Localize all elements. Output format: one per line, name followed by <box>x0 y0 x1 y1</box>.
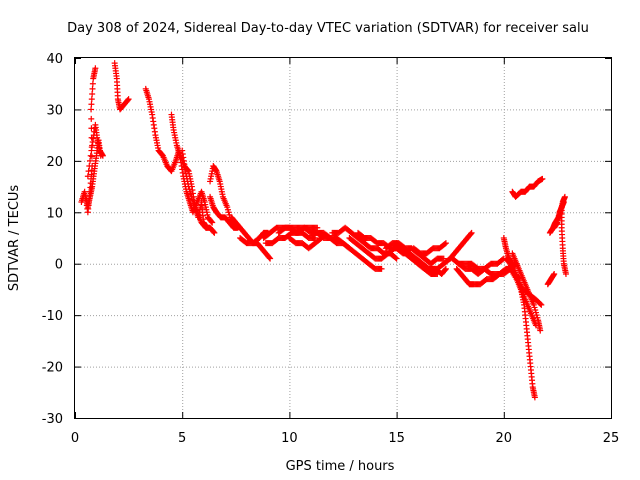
data-point <box>88 106 95 113</box>
data-points <box>78 60 569 401</box>
data-point <box>561 193 568 200</box>
x-tick-label: 20 <box>496 431 513 446</box>
data-point <box>442 266 449 273</box>
data-point <box>442 265 449 272</box>
data-point <box>442 240 449 247</box>
data-point <box>537 301 544 307</box>
x-tick-label: 5 <box>178 431 186 446</box>
data-point <box>538 301 545 308</box>
data-point <box>92 65 99 72</box>
data-point <box>537 327 544 334</box>
data-point <box>97 152 104 159</box>
data-point <box>531 394 538 401</box>
grid <box>75 58 611 418</box>
data-point <box>84 173 91 180</box>
data-point <box>210 229 217 235</box>
data-point <box>314 224 321 231</box>
data-point <box>208 218 215 225</box>
data-point <box>125 96 132 103</box>
data-point <box>88 147 95 154</box>
data-point <box>89 91 96 97</box>
y-tick-label: -10 <box>42 309 63 324</box>
data-point <box>266 254 273 261</box>
chart-title: Day 308 of 2024, Sidereal Day-to-day VTE… <box>67 21 589 36</box>
data-point <box>87 157 94 164</box>
data-point <box>209 219 216 226</box>
data-point <box>392 254 399 261</box>
y-tick-label: -30 <box>42 412 63 427</box>
y-tick-label: 40 <box>46 52 63 67</box>
x-axis-title: GPS time / hours <box>286 459 395 474</box>
data-point <box>85 168 92 175</box>
y-ticks: -30 -20 -10 0 10 20 30 40 <box>42 52 611 427</box>
x-tick-label: 10 <box>281 431 298 446</box>
y-tick-label: 0 <box>55 258 63 273</box>
data-point <box>89 80 96 87</box>
x-tick-label: 0 <box>71 431 79 446</box>
data-point <box>88 153 95 160</box>
data-point <box>440 255 447 262</box>
data-point <box>434 271 441 277</box>
data-point <box>124 97 131 103</box>
x-tick-label: 25 <box>603 431 620 446</box>
data-point <box>88 96 95 103</box>
x-ticks: 0 5 10 15 20 25 <box>71 58 619 446</box>
data-point <box>560 199 567 205</box>
data-point <box>378 265 385 272</box>
data-point <box>393 255 400 262</box>
data-point <box>88 101 95 108</box>
data-point <box>312 235 319 241</box>
data-point <box>562 271 569 277</box>
data-point <box>211 229 218 236</box>
data-point <box>89 85 96 92</box>
y-tick-label: 10 <box>46 206 63 221</box>
data-point <box>441 241 448 247</box>
data-point <box>88 115 95 122</box>
data-point <box>539 175 546 182</box>
data-point <box>467 230 474 237</box>
y-tick-label: 30 <box>46 103 63 118</box>
y-tick-label: -20 <box>42 361 63 376</box>
data-point <box>468 229 475 236</box>
x-tick-label: 15 <box>388 431 405 446</box>
data-point <box>267 255 274 262</box>
data-point <box>551 271 558 277</box>
plot-border <box>74 57 612 419</box>
data-point <box>87 152 94 159</box>
data-point <box>86 163 93 169</box>
y-tick-label: 20 <box>46 155 63 170</box>
y-axis-title: SDTVAR / TECUs <box>7 185 22 292</box>
